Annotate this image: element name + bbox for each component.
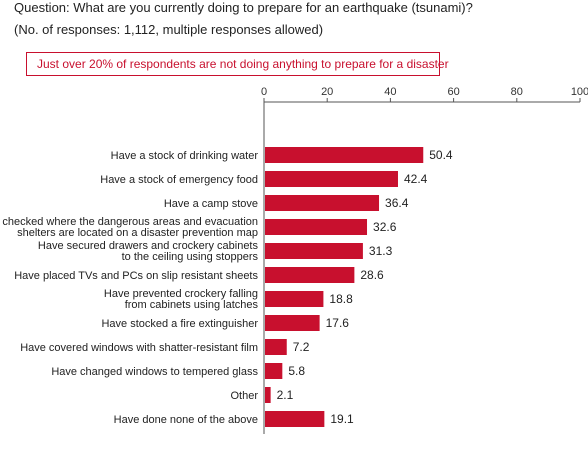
value-label: 17.6 <box>326 316 350 330</box>
bar <box>265 195 380 211</box>
value-label: 5.8 <box>288 364 305 378</box>
category-label: Have covered windows with shatter-resist… <box>20 342 258 354</box>
category-label-line: Have checked where the dangerous areas a… <box>0 216 258 228</box>
category-label: Have a stock of emergency food <box>100 174 258 186</box>
category-label: Have prevented crockery falling from cabi… <box>104 288 259 311</box>
value-label: 32.6 <box>373 220 397 234</box>
x-tick-label: 60 <box>447 86 459 98</box>
bar <box>265 267 355 283</box>
category-label: Have a stock of drinking water <box>111 150 259 162</box>
x-tick-label: 80 <box>511 86 523 98</box>
value-label: 18.8 <box>329 292 353 306</box>
value-label: 19.1 <box>330 412 354 426</box>
bar <box>265 219 368 235</box>
category-label: Have done none of the above <box>114 414 258 426</box>
x-tick-label: 100 <box>571 86 588 98</box>
bar <box>265 411 325 427</box>
category-label: Have stocked a fire extinguisher <box>101 318 258 330</box>
x-tick-label: 40 <box>384 86 396 98</box>
value-label: 2.1 <box>277 388 294 402</box>
question-title: Question: What are you currently doing t… <box>14 0 473 15</box>
category-label: Other <box>230 390 258 402</box>
bar <box>265 147 424 163</box>
callout-box: Just over 20% of respondents are not doi… <box>26 52 449 76</box>
category-label-line: shelters are located on a disaster preve… <box>17 227 258 239</box>
category-label: Have changed windows to tempered glass <box>51 366 258 378</box>
category-label: Have secured drawers and crockery cabine… <box>38 240 259 263</box>
bar <box>265 243 363 259</box>
bar <box>265 387 271 403</box>
category-label-line: from cabinets using latches <box>125 299 259 311</box>
category-label: Have a camp stove <box>164 198 258 210</box>
value-label: 7.2 <box>293 340 310 354</box>
bar <box>265 315 320 331</box>
value-label: 36.4 <box>385 196 409 210</box>
bar <box>265 363 283 379</box>
bar <box>265 339 287 355</box>
category-label-line: Have secured drawers and crockery cabine… <box>38 240 259 252</box>
category-label: Have checked where the dangerous areas a… <box>0 216 258 239</box>
category-label-line: Have prevented crockery falling <box>104 288 258 300</box>
x-tick-label: 20 <box>321 86 333 98</box>
x-tick-label: 0 <box>261 86 267 98</box>
category-label-line: to the ceiling using stoppers <box>122 251 259 263</box>
bar <box>265 291 324 307</box>
value-label: 28.6 <box>360 268 384 282</box>
value-label: 42.4 <box>404 172 428 186</box>
response-note: (No. of responses: 1,112, multiple respo… <box>14 22 324 37</box>
value-label: 31.3 <box>369 244 393 258</box>
bar <box>265 171 398 187</box>
value-label: 50.4 <box>429 148 453 162</box>
category-label: Have placed TVs and PCs on slip resistan… <box>14 270 258 282</box>
